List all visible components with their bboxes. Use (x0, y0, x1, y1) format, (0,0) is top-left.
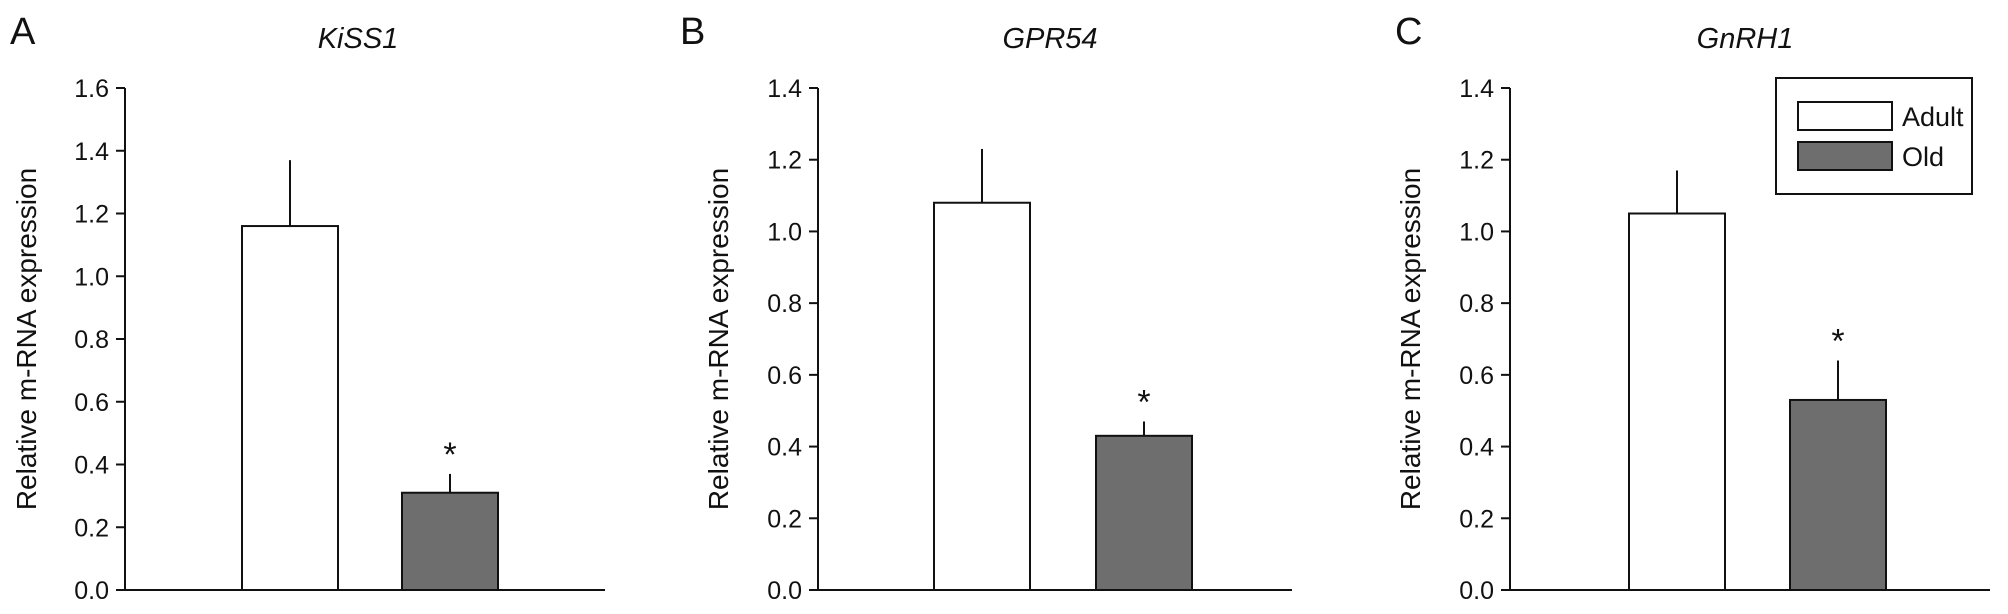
y-tick-label: 0.8 (767, 290, 802, 318)
y-tick-label: 0.2 (767, 505, 802, 533)
panel-letter: B (680, 11, 705, 53)
bar-old (1095, 434, 1193, 592)
y-tick-label: 1.0 (74, 263, 109, 291)
chart-panel-c: C GnRH1 Relative m-RNA expression 0.0 0.2 0.4… (1395, 11, 1990, 605)
y-tick-label: 0.4 (74, 452, 109, 480)
y-axis-label: Relative m-RNA expression (703, 168, 734, 510)
y-tick-label: 1.0 (1459, 218, 1494, 246)
y-tick-label: 0.2 (1459, 505, 1494, 533)
chart-title: GPR54 (1002, 23, 1097, 55)
significance-marker: * (443, 436, 456, 474)
bar-adult (1628, 212, 1726, 591)
panel-letter: A (10, 11, 36, 53)
y-tick-label: 1.0 (767, 218, 802, 246)
y-axis-label: Relative m-RNA expression (11, 168, 42, 510)
panel-letter: C (1395, 11, 1422, 53)
legend-box (1775, 77, 1973, 195)
y-tick-label: 0.4 (767, 434, 802, 462)
y-tick-label: 1.2 (767, 147, 802, 175)
y-tick-label: 0.0 (1459, 577, 1494, 605)
bar-old (1789, 398, 1887, 592)
chart-title: KiSS1 (318, 23, 399, 55)
y-tick-label: 0.8 (1459, 290, 1494, 318)
y-axis-label: Relative m-RNA expression (1395, 168, 1426, 510)
y-tick-label: 1.2 (1459, 147, 1494, 175)
y-tick-label: 1.4 (1459, 75, 1494, 103)
legend-swatch-old (1797, 141, 1893, 171)
legend: Adult Old (1775, 77, 1973, 195)
bar-adult (241, 225, 339, 592)
chart-panel-b: B GPR54 Relative m-RNA expression 0.0 0.2 0.4… (680, 11, 1292, 605)
y-tick-label: 0.6 (74, 389, 109, 417)
legend-label-old: Old (1902, 142, 1944, 172)
legend-swatch-adult (1797, 101, 1893, 131)
y-tick-label: 0.4 (1459, 434, 1494, 462)
y-tick-label: 1.4 (767, 75, 802, 103)
y-tick-label: 0.0 (767, 577, 802, 605)
bar-old (401, 491, 499, 591)
significance-marker: * (1831, 323, 1844, 361)
legend-label-adult: Adult (1902, 102, 1964, 132)
y-tick-label: 1.2 (74, 201, 109, 229)
y-tick-label: 0.6 (767, 362, 802, 390)
chart-panel-a: A KiSS1 Relative m-RNA expression 0.0 0.2 0.4… (10, 11, 605, 605)
bar-adult (933, 201, 1031, 591)
y-tick-label: 0.8 (74, 326, 109, 354)
y-tick-label: 1.6 (74, 75, 109, 103)
y-tick-label: 0.2 (74, 514, 109, 542)
chart-title: GnRH1 (1697, 23, 1794, 55)
y-tick-label: 0.0 (74, 577, 109, 605)
significance-marker: * (1137, 383, 1150, 421)
y-tick-label: 1.4 (74, 138, 109, 166)
y-tick-label: 0.6 (1459, 362, 1494, 390)
